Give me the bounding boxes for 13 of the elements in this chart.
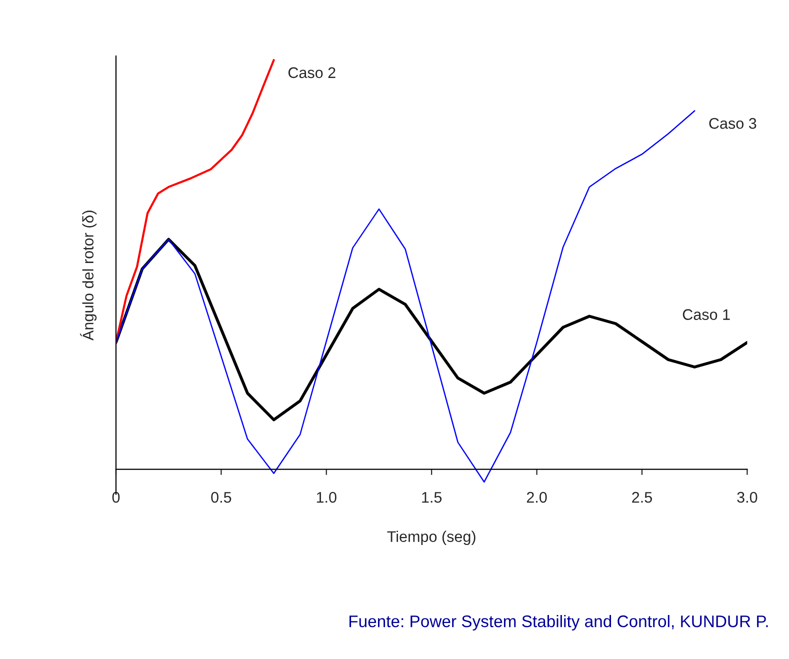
x-tick-label: 1.5 <box>422 492 442 503</box>
source-note: Fuente: Power System Stability and Control, KUNDUR P. <box>349 614 768 631</box>
x-tick-label: 2.5 <box>632 492 652 503</box>
x-axis-title: Tiempo (seg) <box>387 530 476 545</box>
y-axis-title: Ángulo del rotor (δ) <box>80 210 97 340</box>
x-tick-label: 1.0 <box>316 492 336 503</box>
x-tick-label: 0.5 <box>211 492 232 503</box>
series-label: Caso 3 <box>709 118 756 129</box>
x-tick-label: 3.0 <box>737 492 758 503</box>
x-tick-label: 0 <box>112 492 120 503</box>
series-label: Caso 1 <box>682 309 730 320</box>
series-label: Caso 2 <box>288 67 336 78</box>
x-tick-label: 2.0 <box>526 492 547 503</box>
